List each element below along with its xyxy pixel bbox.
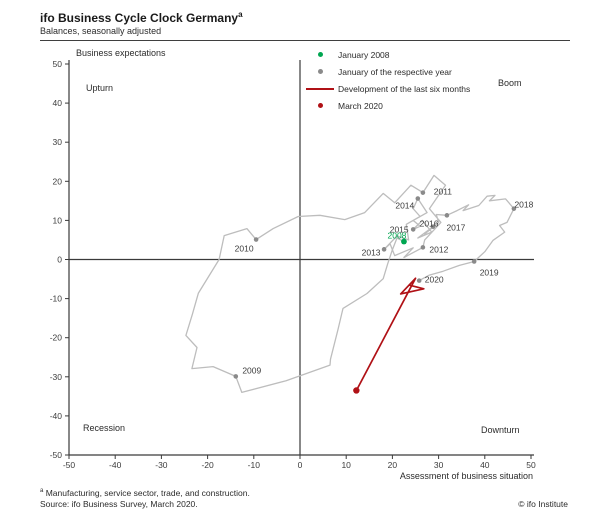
year-dot-2010 xyxy=(253,237,259,242)
year-label-2009: 2009 xyxy=(242,365,261,375)
legend-item-development-line: Development of the last six months xyxy=(304,80,470,97)
quadrant-label-downturn: Downturn xyxy=(481,425,520,435)
year-label-2018: 2018 xyxy=(514,200,533,210)
x-tick-label: 20 xyxy=(388,460,398,470)
year-dot-2012 xyxy=(420,245,426,250)
cycle-path xyxy=(185,174,515,394)
header-divider xyxy=(40,40,570,41)
year-label-2015: 2015 xyxy=(390,224,409,234)
footnote: a Manufacturing, service sector, trade, … xyxy=(40,488,250,498)
chart-legend: January 2008 January of the respective y… xyxy=(304,46,470,114)
legend-item-january-respective-year: January of the respective year xyxy=(304,63,470,80)
x-tick-label: 40 xyxy=(480,460,490,470)
year-label-2014: 2014 xyxy=(395,201,414,211)
y-tick-label: 40 xyxy=(53,98,63,108)
year-label-2008: 2008 xyxy=(387,231,406,241)
y-tick-label: 0 xyxy=(57,255,62,265)
march-2020-dot xyxy=(353,387,360,394)
x-tick-label: 50 xyxy=(526,460,536,470)
x-tick-label: -20 xyxy=(201,460,214,470)
page-title-text: ifo Business Cycle Clock Germany xyxy=(40,11,239,25)
year-dot-2018 xyxy=(511,206,517,211)
year-label-2017: 2017 xyxy=(446,222,465,232)
year-dot-2013 xyxy=(381,247,387,252)
legend-label: January 2008 xyxy=(338,49,390,60)
y-tick-label: 20 xyxy=(53,176,63,186)
year-label-2012: 2012 xyxy=(429,244,448,254)
footnote-marker: a xyxy=(40,488,44,495)
x-tick-label: 0 xyxy=(298,460,303,470)
red-dot-icon xyxy=(317,103,323,108)
source-note: Source: ifo Business Survey, March 2020. xyxy=(40,499,198,509)
year-label-2013: 2013 xyxy=(362,247,381,257)
page-title-footnote-marker: a xyxy=(238,10,243,19)
year-label-2020: 2020 xyxy=(425,275,444,285)
green-dot-icon xyxy=(317,52,323,57)
y-tick-label: -30 xyxy=(50,372,63,382)
footnote-text: Manufacturing, service sector, trade, an… xyxy=(45,488,250,498)
quadrant-label-upturn: Upturn xyxy=(86,83,114,93)
year-dot-2011 xyxy=(420,190,426,195)
page-subtitle: Balances, seasonally adjusted xyxy=(40,26,162,36)
x-tick-label: 10 xyxy=(341,460,351,470)
copyright-credit: © ifo Institute xyxy=(518,499,568,509)
year-dot-2020 xyxy=(416,278,422,283)
red-line-icon xyxy=(306,87,334,90)
year-label-2016: 2016 xyxy=(420,219,439,229)
y-tick-label: 50 xyxy=(53,59,63,69)
six-month-path xyxy=(355,277,425,391)
y-tick-label: -10 xyxy=(50,294,63,304)
legend-item-january-2008: January 2008 xyxy=(304,46,470,63)
x-tick-label: 30 xyxy=(434,460,444,470)
quadrant-label-recession: Recession xyxy=(83,423,126,433)
y-tick-label: 10 xyxy=(53,215,63,225)
legend-item-march-2020: March 2020 xyxy=(304,97,470,114)
year-dot-2015 xyxy=(410,227,416,232)
x-tick-label: -10 xyxy=(248,460,261,470)
year-dot-2016 xyxy=(430,224,436,229)
legend-label: March 2020 xyxy=(338,100,383,111)
y-axis-title: Business expectations xyxy=(76,48,166,58)
quadrant-label-boom: Boom xyxy=(498,78,522,88)
year-label-2019: 2019 xyxy=(480,267,499,277)
year-dot-2017 xyxy=(444,213,450,218)
year-dot-2014 xyxy=(415,196,421,201)
year-dot-2019 xyxy=(471,259,477,264)
y-tick-label: -20 xyxy=(50,333,63,343)
x-axis-title: Assessment of business situation xyxy=(399,471,533,481)
gray-dot-icon xyxy=(317,69,323,74)
x-tick-label: -30 xyxy=(155,460,168,470)
legend-label: January of the respective year xyxy=(338,66,452,77)
year-dot-2008 xyxy=(401,238,407,245)
year-label-2010: 2010 xyxy=(235,244,254,254)
y-tick-label: -40 xyxy=(50,411,63,421)
x-tick-label: -40 xyxy=(109,460,122,470)
year-label-2011: 2011 xyxy=(434,187,453,197)
legend-label: Development of the last six months xyxy=(338,83,471,94)
x-tick-label: -50 xyxy=(63,460,76,470)
y-tick-label: -50 xyxy=(50,450,63,460)
page-title: ifo Business Cycle Clock Germanya xyxy=(40,10,243,25)
year-dot-2009 xyxy=(233,374,239,379)
y-tick-label: 30 xyxy=(53,137,63,147)
